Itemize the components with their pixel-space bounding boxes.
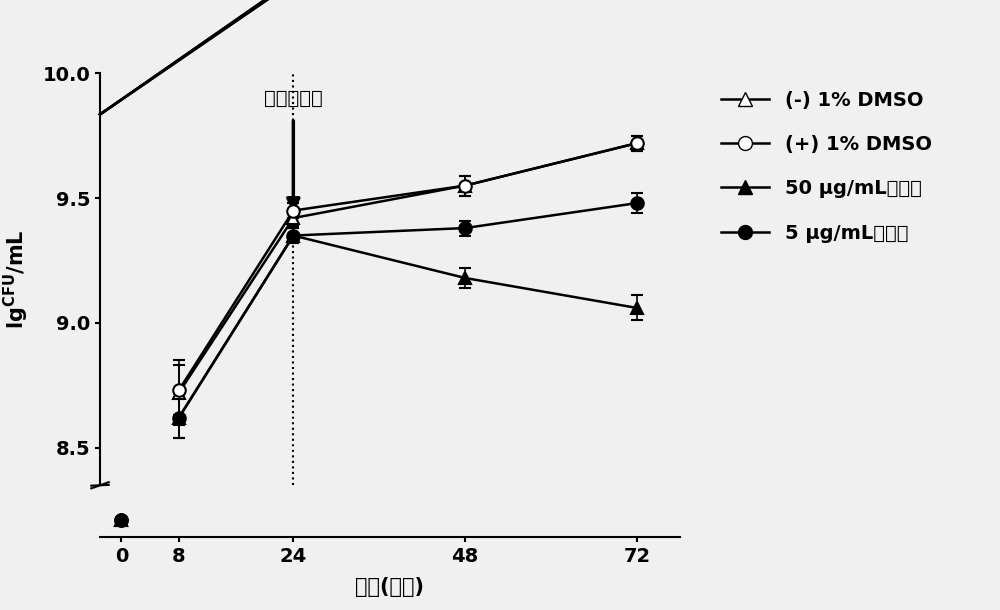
X-axis label: 时间(小时): 时间(小时)	[356, 576, 424, 597]
Legend: (-) 1% DMSO, (+) 1% DMSO, 50 μg/mL抑制剂, 5 μg/mL抑制剂: (-) 1% DMSO, (+) 1% DMSO, 50 μg/mL抑制剂, 5…	[713, 83, 940, 250]
Y-axis label: $\mathregular{lg^{CFU}/mL}$: $\mathregular{lg^{CFU}/mL}$	[2, 229, 31, 329]
Text: 加入抑制剂: 加入抑制剂	[264, 89, 323, 108]
